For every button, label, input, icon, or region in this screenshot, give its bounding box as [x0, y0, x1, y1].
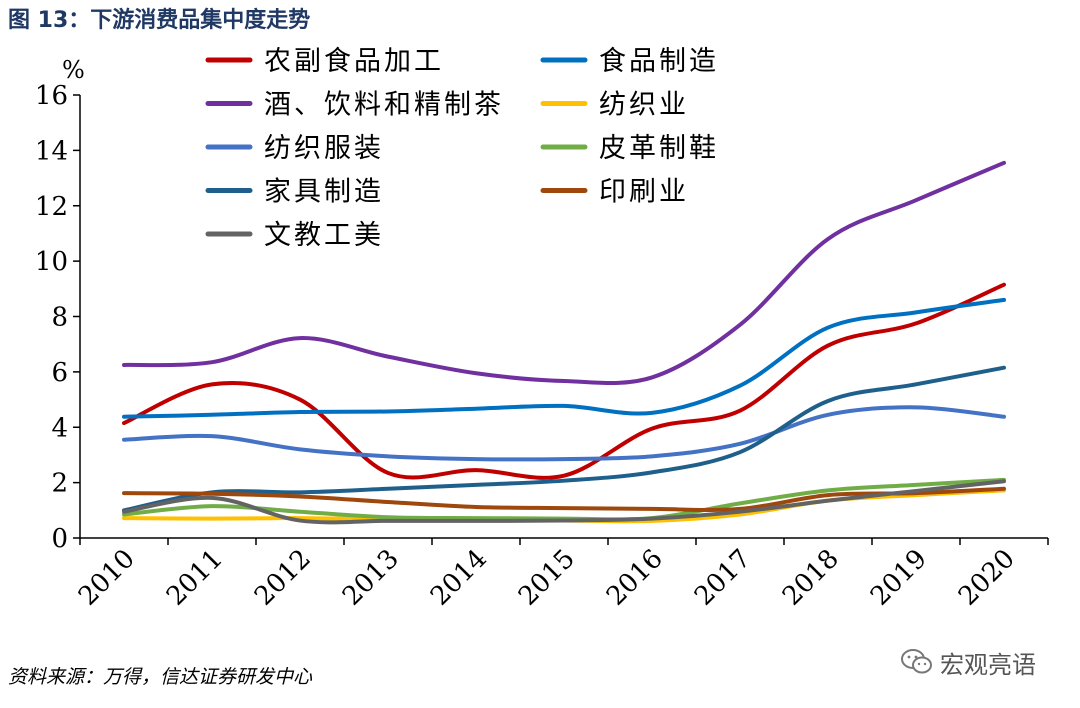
- series-line-3: [122, 160, 1006, 385]
- x-tick-label: 2012: [249, 544, 317, 612]
- legend-label: 文教工美: [264, 220, 384, 251]
- x-tick-label: 2011: [161, 544, 229, 612]
- y-tick-label: 10: [35, 247, 68, 277]
- x-tick-label: 2015: [513, 544, 581, 612]
- y-tick-label: 0: [51, 524, 68, 554]
- y-tick-label: 8: [51, 303, 68, 333]
- y-tick-label: 4: [51, 413, 68, 443]
- legend-label: 印刷业: [599, 177, 689, 208]
- legend-label: 纺织业: [599, 90, 689, 121]
- watermark: 宏观亮语: [900, 645, 1036, 679]
- series-line-5: [122, 405, 1006, 462]
- x-tick-label: 2020: [953, 544, 1021, 612]
- legend-label: 家具制造: [264, 177, 384, 208]
- x-tick-label: 2017: [689, 544, 757, 612]
- y-tick-label: 6: [51, 358, 68, 388]
- watermark-text: 宏观亮语: [940, 650, 1036, 679]
- chart-series: [122, 160, 1006, 525]
- series-line-2: [122, 297, 1006, 419]
- y-tick-label: 12: [35, 192, 68, 222]
- chart-axes: 0 2 4 6 8 10 12 14 16% 2010 2011 2012 2013 2014 2015 20…: [35, 56, 1049, 612]
- x-tick-label: 2018: [777, 544, 845, 612]
- series-line-8: [122, 486, 1006, 512]
- x-tick-label: 2010: [73, 544, 141, 612]
- legend-label: 食品制造: [599, 46, 719, 77]
- line-chart: 0 2 4 6 8 10 12 14 16% 2010 2011 2012 2013 2014 2015 20…: [35, 46, 1049, 612]
- source-note: 资料来源：万得，信达证券研发中心: [8, 666, 313, 688]
- legend-label: 农副食品加工: [264, 46, 444, 77]
- series-line-7: [122, 365, 1006, 513]
- legend-label: 酒、饮料和精制茶: [264, 90, 504, 121]
- series-line-6: [122, 477, 1006, 522]
- y-tick-label: 14: [35, 136, 68, 166]
- x-tick-label: 2013: [337, 544, 405, 612]
- wechat-icon: [901, 649, 932, 674]
- y-tick-label: 2: [51, 469, 68, 499]
- legend-label: 皮革制鞋: [599, 133, 719, 164]
- y-tick-label: 16: [35, 81, 68, 111]
- series-line-1: [122, 282, 1006, 480]
- y-axis-label: %: [62, 56, 85, 84]
- figure-title: 图 13：下游消费品集中度走势: [8, 8, 311, 33]
- x-tick-label: 2016: [601, 544, 669, 612]
- series-line-9: [122, 479, 1006, 525]
- legend-label: 纺织服装: [264, 133, 384, 164]
- x-tick-label: 2014: [425, 544, 493, 612]
- x-tick-label: 2019: [865, 544, 933, 612]
